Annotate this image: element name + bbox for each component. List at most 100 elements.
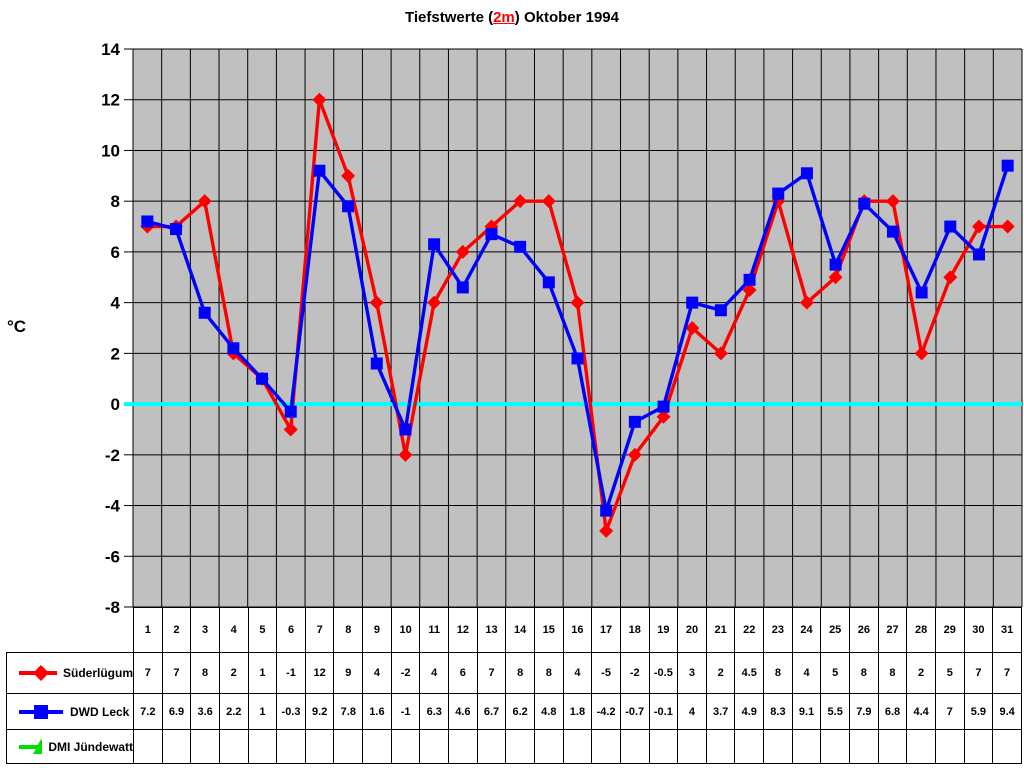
value-cell xyxy=(276,729,306,764)
value-cell: 4.5 xyxy=(734,652,765,694)
square-marker-icon xyxy=(485,228,498,241)
chart-title-highlight: 2m xyxy=(493,9,515,26)
diamond-marker-icon xyxy=(341,168,356,183)
value-cell: 2 xyxy=(705,652,736,694)
value-cell: -4.2 xyxy=(591,693,621,730)
chart-title: Tiefstwerte (2m) Oktober 1994 xyxy=(0,9,1024,26)
day-header-cell: 26 xyxy=(849,607,879,653)
diamond-marker-icon xyxy=(943,270,958,285)
y-axis-tick-label: 4 xyxy=(111,294,121,313)
value-cell: 6.8 xyxy=(877,693,908,730)
square-legend-icon xyxy=(19,704,63,719)
y-axis-tick-label: -6 xyxy=(105,547,120,566)
diamond-marker-icon xyxy=(914,346,929,361)
value-cell: 7 xyxy=(476,652,507,694)
value-cell: 7.2 xyxy=(133,693,163,730)
day-header-cell: 30 xyxy=(963,607,994,653)
square-marker-icon xyxy=(456,281,469,294)
diamond-legend-icon xyxy=(19,665,57,681)
y-axis-tick-label: 10 xyxy=(101,141,120,160)
day-header-cell: 13 xyxy=(476,607,507,653)
value-cell: 6.2 xyxy=(505,693,535,730)
square-marker-icon xyxy=(514,240,527,253)
triangle-legend-icon xyxy=(19,738,43,754)
value-cell xyxy=(591,729,621,764)
value-cell xyxy=(190,729,220,764)
diamond-marker-icon xyxy=(627,447,642,462)
day-header-cell: 3 xyxy=(190,607,220,653)
value-cell: 1 xyxy=(247,652,278,694)
value-cell xyxy=(218,729,249,764)
day-header-cell: 24 xyxy=(791,607,822,653)
value-cell xyxy=(304,729,335,764)
diamond-marker-icon xyxy=(885,194,900,209)
diamond-marker-icon xyxy=(685,321,700,335)
y-axis-tick-label: -2 xyxy=(105,446,120,465)
series-row-dwd-leck: DWD Leck 7.2 6.9 3.6 2.2 1 -0.3 9.2 7.8 1.6 -1 6.3 4… xyxy=(6,693,1022,730)
value-cell xyxy=(362,729,392,764)
value-cell xyxy=(648,729,679,764)
value-cell: 3.7 xyxy=(705,693,736,730)
diamond-marker-icon xyxy=(828,270,843,285)
square-marker-icon xyxy=(686,296,699,309)
square-marker-icon xyxy=(34,704,48,719)
day-header-cell: 19 xyxy=(648,607,679,653)
value-cell xyxy=(677,729,707,764)
value-cell: 7.8 xyxy=(333,693,364,730)
y-axis-tick-label: 2 xyxy=(111,344,120,363)
diamond-marker-icon xyxy=(541,194,556,209)
value-cell: 12 xyxy=(304,652,335,694)
diamond-marker-icon xyxy=(283,422,298,437)
square-marker-icon xyxy=(772,187,785,200)
value-cell: 8 xyxy=(533,652,564,694)
square-marker-icon xyxy=(571,352,584,365)
diamond-marker-icon xyxy=(369,295,384,310)
value-cell: 4.9 xyxy=(734,693,765,730)
value-cell: -2 xyxy=(619,652,650,694)
legend-cell-suederluegum: Süderlügum xyxy=(6,652,134,694)
value-cell: 7 xyxy=(161,652,192,694)
value-cell: 4 xyxy=(677,693,707,730)
value-cell: 4.6 xyxy=(448,693,478,730)
square-marker-icon xyxy=(141,215,154,228)
y-axis-tick-label: -8 xyxy=(105,598,120,617)
value-cell xyxy=(476,729,507,764)
value-cell: 4 xyxy=(419,652,450,694)
value-cell xyxy=(963,729,994,764)
day-header-cell: 10 xyxy=(390,607,421,653)
value-cell: -0.5 xyxy=(648,652,679,694)
square-marker-icon xyxy=(800,167,813,180)
square-marker-icon xyxy=(198,306,211,319)
line-chart-plot: 14 12 10 8 6 4 2 0 -2 -4 -6 -8 xyxy=(101,40,1023,617)
diamond-marker-icon xyxy=(656,409,671,424)
plot-background xyxy=(133,49,1022,607)
square-marker-icon xyxy=(399,423,412,436)
day-header-cell: 25 xyxy=(820,607,851,653)
diamond-marker-icon xyxy=(570,295,585,310)
square-marker-icon xyxy=(370,357,383,370)
day-header-cell: 31 xyxy=(992,607,1022,653)
square-marker-icon xyxy=(256,372,269,385)
value-cell xyxy=(533,729,564,764)
y-axis-tick-label: 8 xyxy=(111,192,120,211)
legend-cell-dmi-juendewatt: DMI Jündewatt xyxy=(6,729,134,764)
series-name-label: DWD Leck xyxy=(70,704,130,719)
value-cell: 6.7 xyxy=(476,693,507,730)
value-cell xyxy=(505,729,535,764)
series-name-label: DMI Jündewatt xyxy=(48,739,133,754)
value-cell: 4.4 xyxy=(906,693,936,730)
value-cell: 1.8 xyxy=(562,693,593,730)
day-header-cell: 20 xyxy=(677,607,707,653)
value-cell: -0.7 xyxy=(619,693,650,730)
day-header-cell: 9 xyxy=(362,607,392,653)
diamond-marker-icon xyxy=(455,244,470,259)
day-header-cell: 4 xyxy=(218,607,249,653)
value-cell: 8 xyxy=(190,652,220,694)
value-cell xyxy=(333,729,364,764)
value-cell xyxy=(934,729,965,764)
square-marker-icon xyxy=(714,304,727,317)
value-cell xyxy=(133,729,163,764)
diamond-marker-icon xyxy=(33,665,49,681)
diamond-marker-icon xyxy=(799,295,814,310)
value-cell: 9.2 xyxy=(304,693,335,730)
